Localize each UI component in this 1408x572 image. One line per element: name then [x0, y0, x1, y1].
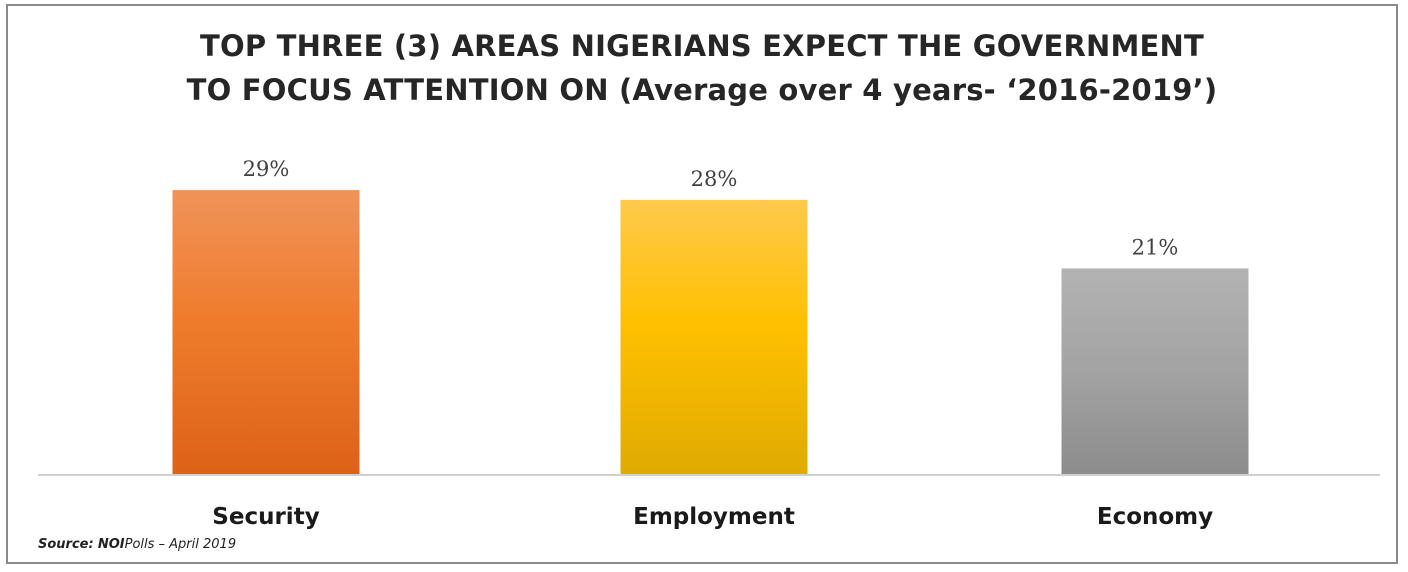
bar-employment — [620, 199, 808, 474]
bar-chart: 29% Security 28% Employment 21% Economy — [38, 157, 1380, 530]
data-label-economy: 21% — [1132, 235, 1179, 259]
source-org: NOI — [97, 537, 125, 552]
category-label-security: Security — [212, 504, 319, 530]
chart-title: TOP THREE (3) AREAS NIGERIANS EXPECT THE… — [8, 24, 1396, 112]
bar-security — [172, 190, 360, 474]
source-label: Source: — [38, 537, 94, 552]
source-rest: Polls – April 2019 — [124, 537, 237, 552]
chart-title-line-1: TOP THREE (3) AREAS NIGERIANS EXPECT THE… — [200, 29, 1204, 63]
chart-frame: TOP THREE (3) AREAS NIGERIANS EXPECT THE… — [6, 4, 1398, 564]
chart-title-line-2: TO FOCUS ATTENTION ON (Average over 4 ye… — [186, 73, 1218, 107]
category-label-economy: Economy — [1097, 504, 1213, 530]
data-label-employment: 28% — [691, 167, 738, 191]
data-label-security: 29% — [243, 157, 290, 181]
source-note: Source: NOIPolls – April 2019 — [38, 537, 236, 552]
category-label-employment: Employment — [633, 504, 795, 530]
bar-economy — [1061, 268, 1249, 474]
